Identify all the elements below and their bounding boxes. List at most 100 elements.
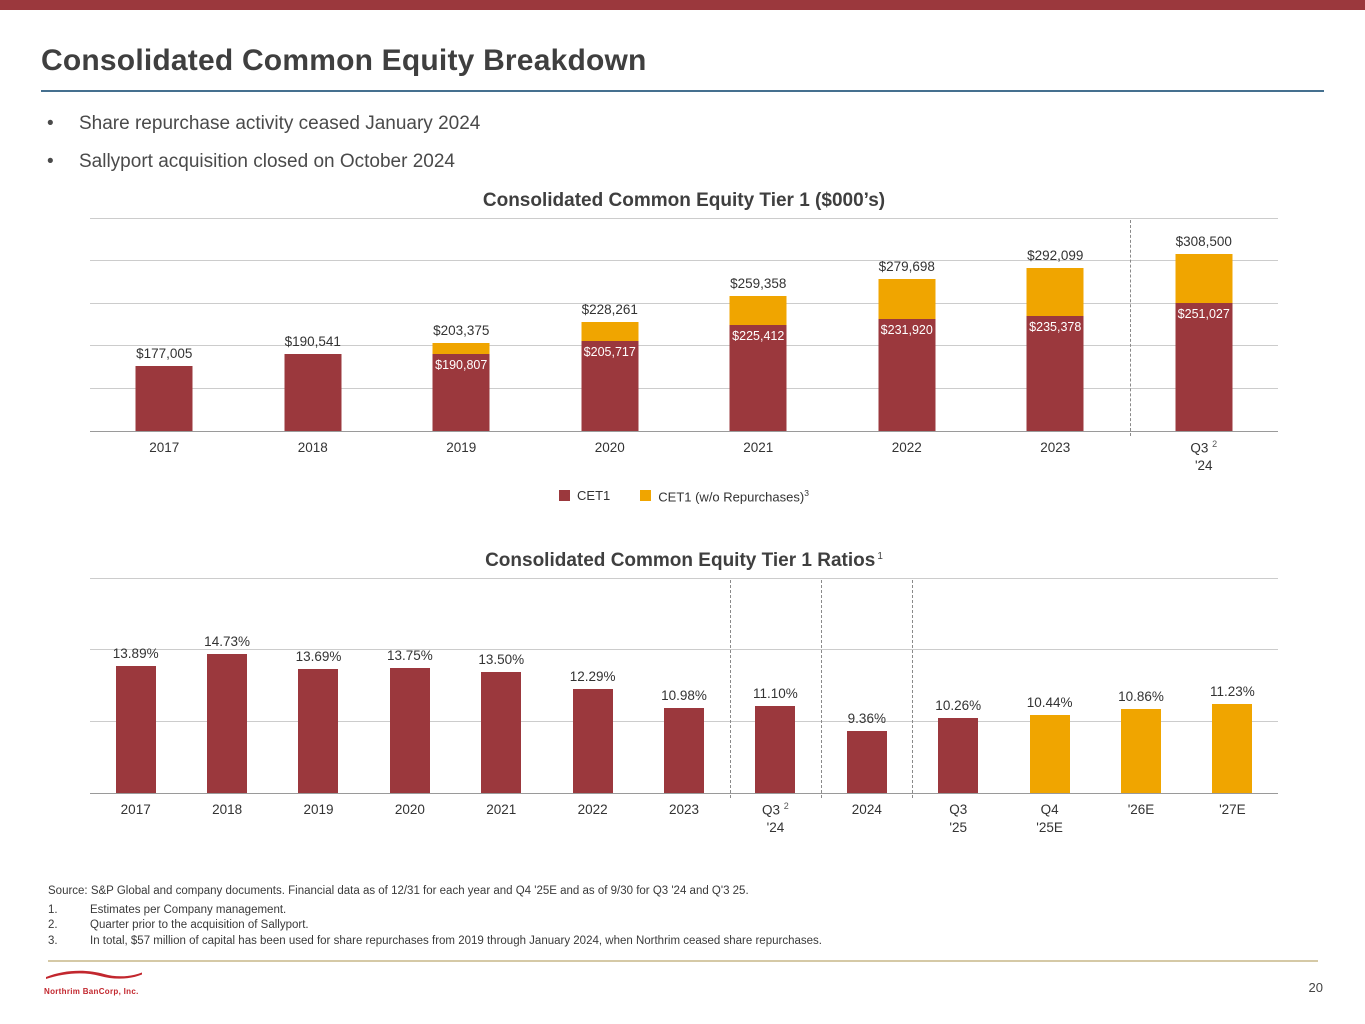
category-label: 2020: [594, 440, 625, 455]
bar-group: 10.26%: [913, 580, 1004, 793]
ratio-bar: [938, 717, 979, 793]
bullet-item: Sallyport acquisition closed on October …: [45, 148, 480, 175]
ratio-bar: [572, 689, 613, 793]
title-underline: [41, 90, 1324, 92]
ratio-value-label: 10.98%: [661, 687, 707, 703]
bar-group: 13.89%: [90, 580, 181, 793]
legend-swatch: [640, 490, 652, 502]
bar-group: $279,698 $231,920: [833, 220, 982, 431]
category-label: Q4'25E: [1036, 802, 1063, 835]
bullet-item: Share repurchase activity ceased January…: [45, 110, 480, 137]
gridline: [90, 649, 1278, 651]
gridline: [90, 578, 1278, 579]
cet1-segment: $235,378: [1026, 316, 1084, 431]
stacked-bar: [284, 354, 342, 431]
category-label: 2020: [394, 802, 425, 817]
cet1-value-label: $225,412: [732, 328, 785, 343]
footnote-number: 3.: [48, 934, 58, 947]
chart-title: Consolidated Common Equity Tier 1 ($000’…: [90, 190, 1278, 212]
footnote-ref: 1: [877, 550, 883, 562]
footnote-item: 2. Quarter prior to the acquisition of Sa…: [48, 918, 1308, 934]
ratio-value-label: 12.29%: [569, 669, 616, 684]
footnote-item: 3. In total, $57 million of capital has b…: [48, 934, 1308, 950]
source-note: Source: S&P Global and company documents…: [48, 885, 749, 897]
total-value-label: $279,698: [878, 258, 935, 274]
bar-group: $228,261 $205,717: [536, 220, 685, 431]
gridlines: [90, 218, 1278, 431]
footnote-text: Estimates per Company management.: [90, 903, 287, 916]
category-label: 2024: [851, 802, 882, 817]
category-label: 2021: [743, 440, 774, 455]
period-separator: [821, 580, 823, 798]
ratio-value-label: 14.73%: [204, 634, 250, 650]
legend-item: CET1: [559, 488, 610, 503]
stacked-bar: [135, 365, 193, 431]
cet1-value-label: $251,027: [1177, 306, 1230, 321]
ratio-value-label: 10.86%: [1118, 689, 1164, 705]
ratio-bar: [115, 666, 156, 793]
bar-group: $177,005: [90, 220, 239, 431]
category-label: '27E: [1219, 802, 1246, 817]
legend-item: CET1 (w/o Repurchases)3: [640, 488, 809, 504]
bar-group: 13.50%: [456, 580, 547, 793]
category-label: 2019: [446, 440, 477, 455]
cet1-wo-repurchases-segment: [878, 278, 936, 320]
total-value-label: $292,099: [1027, 248, 1084, 264]
category-label: 2023: [669, 802, 700, 817]
total-value-label: $190,541: [284, 334, 341, 350]
top-accent-bar: [0, 0, 1365, 10]
bar-group: 11.23%: [1187, 580, 1278, 793]
bar-group: $292,099 $235,378: [981, 220, 1130, 431]
cet1-dollars-chart: Consolidated Common Equity Tier 1 ($000’…: [90, 190, 1278, 504]
chart-title-text: Consolidated Common Equity Tier 1 Ratios: [485, 550, 876, 571]
cet1-value-label: $205,717: [583, 345, 636, 360]
ratio-bar: [298, 669, 339, 793]
footnote-item: 1. Estimates per Company management.: [48, 903, 1308, 919]
total-value-label: $228,261: [581, 302, 638, 318]
category-label: 2022: [891, 440, 922, 455]
legend: CET1 CET1 (w/o Repurchases)3: [90, 488, 1278, 504]
cet1-wo-repurchases-segment: [1026, 268, 1084, 317]
bar-group: $190,541: [239, 220, 388, 431]
footnotes: Source: S&P Global and company documents…: [48, 884, 1308, 949]
footnote-number: 2.: [48, 919, 58, 931]
logo-text: Northrim BanCorp, Inc.: [44, 987, 139, 996]
bar-group: 13.75%: [364, 580, 455, 793]
ratio-value-label: 11.10%: [753, 685, 798, 701]
cet1-segment: $225,412: [729, 324, 787, 431]
ratio-bar: [389, 668, 430, 793]
ratio-value-label: 10.44%: [1026, 695, 1073, 711]
bar-group: 9.36%: [821, 580, 912, 793]
page-number: 20: [1308, 980, 1323, 995]
cet1-segment: [135, 365, 193, 431]
total-value-label: $259,358: [730, 275, 787, 291]
category-label: 2019: [303, 802, 334, 817]
period-separator: [729, 580, 731, 798]
bar-group: 14.73%: [181, 580, 272, 793]
category-label: '26E: [1127, 802, 1155, 817]
bars: 13.89% 14.73% 13.69% 13.75% 13.50% 12.29% 10.9…: [90, 580, 1278, 793]
category-label: 2023: [1040, 440, 1071, 455]
footer-divider: [48, 960, 1318, 962]
stacked-bar: $190,807: [432, 343, 490, 431]
bars: $177,005 $190,541 $203,375 $190,807 $228,261…: [90, 220, 1278, 431]
total-value-label: $308,500: [1175, 234, 1232, 250]
gridline: [90, 345, 1278, 347]
ratio-bar: [481, 671, 522, 793]
total-value-label: $177,005: [136, 345, 193, 361]
footnote-text: Quarter prior to the acquisition of Sall…: [90, 919, 309, 931]
category-label: 2017: [120, 802, 151, 817]
gridline: [90, 218, 1278, 219]
legend-swatch: [559, 490, 571, 502]
northrim-logo: Northrim BanCorp, Inc.: [44, 968, 144, 996]
bar-group: 10.98%: [638, 580, 729, 793]
bar-group: $203,375 $190,807: [387, 220, 536, 431]
category-label: 2021: [486, 802, 517, 817]
total-value-label: $203,375: [433, 323, 490, 339]
legend-label: CET1: [577, 488, 611, 504]
cet1-segment: $205,717: [581, 341, 639, 431]
gridline: [90, 387, 1278, 389]
category-label: Q3 2'24: [762, 801, 789, 836]
cet1-wo-repurchases-segment: [729, 295, 787, 325]
ratio-bar: [664, 707, 705, 793]
